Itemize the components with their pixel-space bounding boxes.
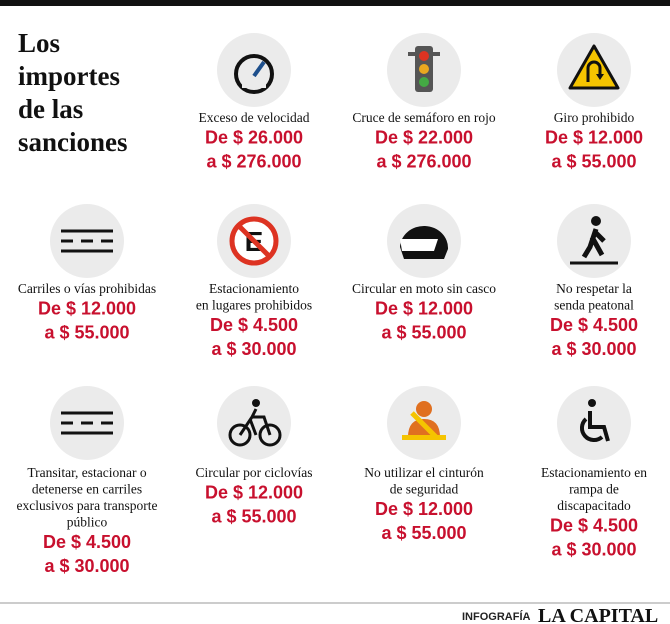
price-to: a $ 55.000 xyxy=(381,523,466,543)
item-label: detenerse en carriles xyxy=(32,482,142,497)
icon xyxy=(61,411,113,435)
price-to: a $ 30.000 xyxy=(211,339,296,359)
price-to: a $ 276.000 xyxy=(206,152,301,172)
item-label: senda peatonal xyxy=(554,298,634,313)
sanction-item: No utilizar el cinturón de seguridad De $ … xyxy=(364,386,484,543)
item-label: exclusivos para transporte xyxy=(17,498,158,513)
item-label: rampa de xyxy=(569,482,619,497)
price-from: De $ 26.000 xyxy=(205,128,303,148)
item-label: Transitar, estacionar o xyxy=(27,465,147,480)
icon xyxy=(61,229,113,253)
title-line: Los xyxy=(18,28,60,58)
item-label: Giro prohibido xyxy=(554,110,635,125)
item-label: Circular por ciclovías xyxy=(196,465,313,480)
price-from: De $ 4.500 xyxy=(550,516,638,536)
item-label: Carriles o vías prohibidas xyxy=(18,281,156,296)
sanction-item: Circular en moto sin casco De $ 12.000 a $… xyxy=(352,204,496,343)
price-from: De $ 12.000 xyxy=(375,499,473,519)
item-label: No respetar la xyxy=(556,281,632,296)
sanction-item: Carriles o vías prohibidas De $ 12.000 a $… xyxy=(18,204,156,343)
price-to: a $ 30.000 xyxy=(551,339,636,359)
price-from: De $ 12.000 xyxy=(545,128,643,148)
item-label: Cruce de semáforo en rojo xyxy=(352,110,495,125)
sanction-item: E Estacionamiento en lugares prohibidos De … xyxy=(196,204,312,359)
item-label: en lugares prohibidos xyxy=(196,298,312,313)
price-to: a $ 55.000 xyxy=(211,507,296,527)
price-from: De $ 4.500 xyxy=(550,315,638,335)
top-bar xyxy=(0,0,670,6)
price-from: De $ 4.500 xyxy=(210,315,298,335)
sanction-item: Cruce de semáforo en rojo De $ 22.000 a $ … xyxy=(352,33,496,172)
price-to: a $ 30.000 xyxy=(44,556,129,576)
icon xyxy=(234,54,274,94)
icon xyxy=(579,399,610,443)
icon: E xyxy=(229,216,279,266)
icon xyxy=(408,46,440,92)
price-from: De $ 12.000 xyxy=(205,483,303,503)
item-label: Estacionamiento xyxy=(209,281,299,296)
sanction-item: Giro prohibido De $ 12.000 a $ 55.000 xyxy=(545,33,643,172)
icon xyxy=(568,44,620,90)
sanction-item: Transitar, estacionar o detenerse en carr… xyxy=(17,386,158,576)
footer-credit: INFOGRAFÍA xyxy=(462,610,530,623)
price-to: a $ 276.000 xyxy=(376,152,471,172)
item-label: No utilizar el cinturón xyxy=(364,465,484,480)
item-label: discapacitado xyxy=(557,498,631,513)
price-from: De $ 12.000 xyxy=(38,299,136,319)
price-from: De $ 12.000 xyxy=(375,299,473,319)
icon-bg xyxy=(217,386,291,460)
price-to: a $ 55.000 xyxy=(551,152,636,172)
footer-brand: LA CAPITAL xyxy=(538,605,658,624)
icon-bg xyxy=(217,33,291,107)
item-label: Exceso de velocidad xyxy=(199,110,310,125)
title-line: de las xyxy=(18,94,83,124)
icon-bg xyxy=(557,386,631,460)
price-from: De $ 22.000 xyxy=(375,128,473,148)
item-label: Estacionamiento en xyxy=(541,465,647,480)
icon xyxy=(402,401,446,440)
sanction-item: Exceso de velocidad De $ 26.000 a $ 276.00… xyxy=(199,33,310,172)
item-label: público xyxy=(67,515,108,530)
item-label: de seguridad xyxy=(390,482,459,497)
price-to: a $ 30.000 xyxy=(551,540,636,560)
icon xyxy=(570,216,618,265)
price-from: De $ 4.500 xyxy=(43,532,131,552)
sanction-item: No respetar la senda peatonal De $ 4.500 a … xyxy=(550,204,638,359)
item-label: Circular en moto sin casco xyxy=(352,281,496,296)
icon xyxy=(400,225,449,259)
sanction-item: Circular por ciclovías De $ 12.000 a $ 55.… xyxy=(196,386,313,527)
price-to: a $ 55.000 xyxy=(381,323,466,343)
title-line: sanciones xyxy=(18,127,128,157)
title-line: importes xyxy=(18,61,120,91)
icon xyxy=(228,399,282,447)
price-to: a $ 55.000 xyxy=(44,323,129,343)
